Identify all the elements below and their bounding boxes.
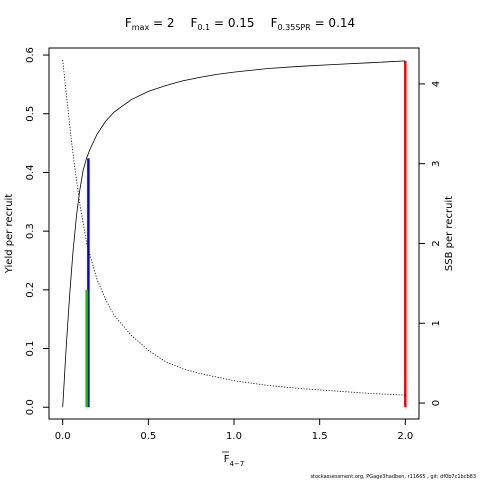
- title-f01-subscript: 0.1: [197, 23, 210, 32]
- x-tick-label: 2.0: [397, 431, 413, 442]
- x-axis-label-subscript: 4−7: [229, 460, 244, 468]
- y-left-tick-label: 0.3: [25, 223, 36, 239]
- title-fmax-symbol: F: [125, 16, 132, 30]
- y-axis-left-label: Yield per recruit: [4, 194, 15, 275]
- curve-ssb: [62, 59, 406, 396]
- reference-lines: [85, 60, 407, 408]
- x-tick-label: 0.0: [55, 431, 71, 442]
- y-right-tick-label: 4: [431, 81, 442, 87]
- y-left-tick-label: 0.5: [25, 106, 36, 122]
- footer-credit: stockassessment.org, PGage3hadben, r1166…: [310, 474, 476, 480]
- x-axis: 0.0 0.5 1.0 1.5 2.0: [55, 419, 413, 442]
- curves: [62, 59, 406, 408]
- y-right-tick-label: 3: [431, 161, 442, 167]
- title-text: Fmax = 2 F0.1 = 0.15 F0.35SPR = 0.14: [125, 16, 355, 32]
- title-fmax-value: = 2: [149, 16, 174, 30]
- x-tick-label: 1.5: [312, 431, 328, 442]
- title-f01-value: = 0.15: [210, 16, 254, 30]
- y-axis-right: 0 1 2 3 4: [419, 81, 442, 406]
- chart-title: Fmax = 2 F0.1 = 0.15 F0.35SPR = 0.14: [125, 16, 355, 32]
- y-left-tick-label: 0.4: [25, 164, 36, 180]
- y-right-tick-label: 1: [431, 320, 442, 326]
- curve-yield: [62, 60, 406, 408]
- title-fmax-subscript: max: [132, 23, 150, 32]
- x-tick-label: 0.5: [140, 431, 156, 442]
- y-left-tick-label: 0.6: [25, 47, 36, 63]
- title-f01-symbol: F: [191, 16, 198, 30]
- x-tick-label: 1.0: [226, 431, 242, 442]
- title-fspr-symbol: F: [271, 16, 278, 30]
- y-left-tick-label: 0.2: [25, 282, 36, 298]
- title-fspr-value: = 0.14: [311, 16, 355, 30]
- y-right-tick-label: 2: [431, 240, 442, 246]
- plot-frame: [48, 47, 420, 420]
- title-fspr-subscript: 0.35SPR: [277, 23, 311, 32]
- y-left-tick-label: 0.0: [25, 399, 36, 415]
- y-axis-left: 0.0 0.1 0.2 0.3 0.4 0.5 0.6: [25, 47, 49, 415]
- y-right-tick-label: 0: [431, 400, 442, 406]
- x-axis-label: F4−7: [224, 454, 245, 468]
- y-axis-right-label: SSB per recruit: [444, 196, 455, 271]
- x-axis-label-symbol: F: [224, 454, 230, 465]
- y-left-tick-label: 0.1: [25, 341, 36, 357]
